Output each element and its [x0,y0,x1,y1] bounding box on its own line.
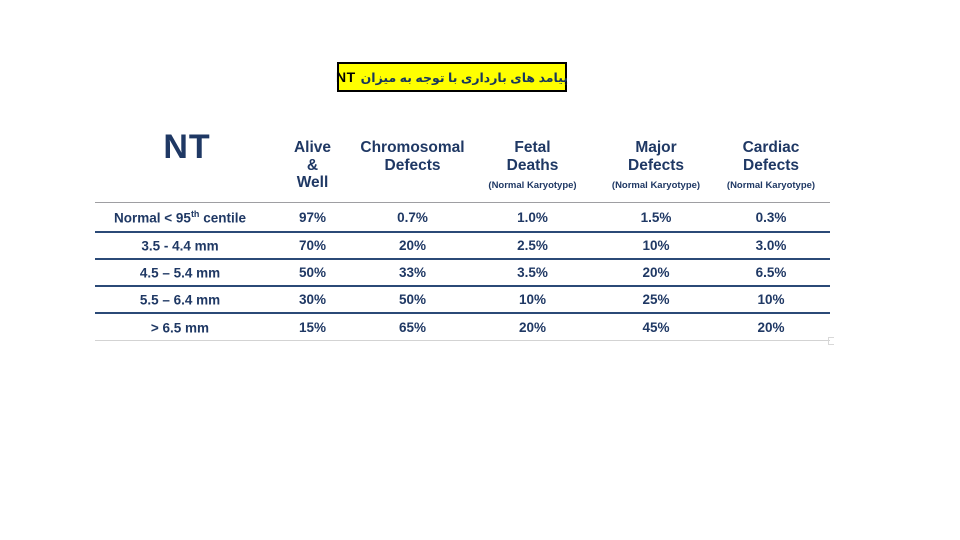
header-line: Defects [628,156,684,174]
cell-major-defects: 20% [642,265,670,280]
header-line: Defects [384,156,441,174]
header-subnote: (Normal Karyotype) [726,180,816,191]
table-row: 4.5 – 5.4 mm 50% 33% 3.5% 20% 6.5% [95,260,830,287]
cell-chromosomal-defects: 50% [398,292,427,307]
column-header-fetal-deaths: Fetal Deaths (Normal Karyotype) [465,120,600,202]
row-label-text: 4.5 – 5.4 mm [139,265,221,281]
column-header-nt-text: NT [163,128,211,166]
cell-fetal-deaths: 1.0% [517,209,548,225]
header-line: Well [296,174,329,191]
slide-title-nt-label: NT [335,69,356,85]
row-label: 4.5 – 5.4 mm [95,264,265,281]
cell-chromosomal-defects: 33% [398,265,427,280]
nt-outcomes-table: NT Alive & Well Chromosomal Defects Feta… [95,120,830,341]
row-label-text: Normal < 95 [114,210,191,226]
stray-artifact-mark [828,337,834,345]
table-row: 3.5 - 4.4 mm 70% 20% 2.5% 10% 3.0% [95,233,830,260]
header-line: Alive [293,139,332,156]
cell-alive-well: 15% [298,319,327,335]
cell-fetal-deaths: 10% [518,292,547,307]
column-header-major-defects: Major Defects (Normal Karyotype) [600,120,712,202]
cell-major-defects: 10% [642,238,670,253]
cell-major-defects: 25% [642,292,670,307]
row-label-text: centile [199,210,246,226]
cell-cardiac-defects: 0.3% [755,209,787,225]
header-subnote: (Normal Karyotype) [611,180,701,191]
column-header-nt: NT [95,120,265,202]
row-label-text: > 6.5 mm [150,320,210,336]
cell-cardiac-defects: 3.0% [755,238,787,253]
header-line: Defects [743,156,799,174]
column-header-cardiac-defects: Cardiac Defects (Normal Karyotype) [712,120,830,202]
cell-major-defects: 45% [642,319,670,335]
cell-chromosomal-defects: 20% [398,238,427,253]
table-row: > 6.5 mm 15% 65% 20% 45% 20% [95,314,830,341]
row-label: 5.5 – 6.4 mm [95,291,265,308]
slide-title-banner: پیامد های بارداری با توجه به میزان NT [335,62,569,92]
column-header-alive-well: Alive & Well [265,120,360,202]
cell-cardiac-defects: 6.5% [755,265,787,280]
header-line: Chromosomal [360,139,465,156]
row-label: 3.5 - 4.4 mm [95,237,265,254]
table-row: Normal < 95th centile 97% 0.7% 1.0% 1.5%… [95,203,830,233]
cell-alive-well: 97% [298,209,327,225]
row-label: > 6.5 mm [95,319,265,336]
table-header-row: NT Alive & Well Chromosomal Defects Feta… [95,120,830,203]
header-line: Fetal [514,139,551,156]
row-label: Normal < 95th centile [95,209,265,226]
cell-alive-well: 50% [298,265,327,280]
header-line: Cardiac [742,139,800,156]
cell-alive-well: 70% [298,238,327,253]
header-subnote: (Normal Karyotype) [488,180,577,191]
column-header-chromosomal-defects: Chromosomal Defects [360,120,465,202]
row-label-superscript: th [190,208,200,219]
slide-title-farsi-text: پیامد های بارداری با توجه به میزان [360,70,569,85]
cell-cardiac-defects: 10% [757,292,785,307]
cell-fetal-deaths: 3.5% [517,265,548,280]
header-line: & [306,156,319,174]
cell-chromosomal-defects: 65% [398,319,427,335]
cell-chromosomal-defects: 0.7% [397,209,428,225]
row-label-text: 5.5 – 6.4 mm [139,292,221,308]
header-line: Major [635,139,677,156]
cell-fetal-deaths: 20% [518,319,547,335]
row-label-text: 3.5 - 4.4 mm [141,238,219,254]
cell-major-defects: 1.5% [640,209,672,225]
cell-cardiac-defects: 20% [757,319,785,335]
cell-fetal-deaths: 2.5% [517,238,548,253]
cell-alive-well: 30% [298,292,327,307]
table-row: 5.5 – 6.4 mm 30% 50% 10% 25% 10% [95,287,830,314]
header-line: Deaths [506,156,559,174]
